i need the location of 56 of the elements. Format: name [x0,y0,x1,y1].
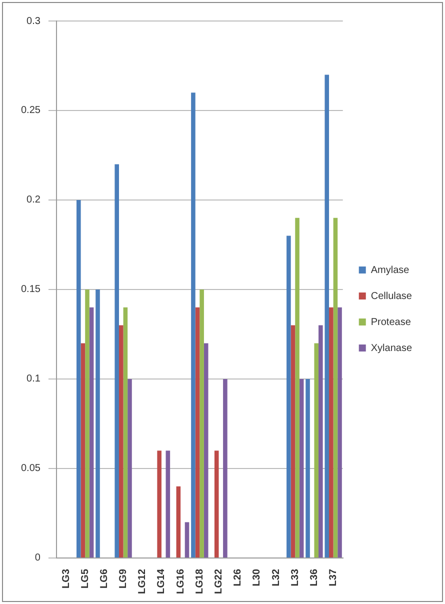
bar [76,200,81,558]
bar [324,74,330,558]
x-tick-label: L36 [308,568,320,586]
x-tick-label: LG3 [60,568,72,588]
bar [318,325,323,558]
x-tick-label: L32 [270,568,282,586]
bar [114,164,119,558]
bar [338,307,342,558]
x-tick-label: L30 [252,568,263,586]
bar [184,522,190,558]
y-tick-label: 0.1 [26,374,41,385]
bar [329,307,334,558]
bar [128,378,132,558]
bar [123,307,128,558]
x-tick-label: LG6 [98,568,110,588]
bar [214,450,219,558]
x-tick-label: LG18 [194,568,206,594]
bar [333,218,338,558]
bar [204,343,208,558]
bar [191,92,196,558]
bar [89,307,94,558]
bar [157,450,162,558]
bar [200,289,204,558]
bar [306,378,310,558]
bar [195,307,200,558]
legend-label: Amylase [370,264,410,276]
x-tick-label: LG12 [137,568,148,594]
bar [166,450,170,558]
bar [85,289,90,558]
x-tick-label: L26 [232,568,244,586]
y-tick-label: 0.25 [20,105,41,116]
x-tick-label: L37 [328,568,340,586]
bar [96,289,100,558]
bar [290,325,296,558]
bar [80,343,86,558]
bar [299,378,304,558]
y-tick-label: 0.2 [26,194,41,206]
x-tick-label: L33 [290,568,301,586]
x-tick-label: LG9 [118,568,130,588]
x-tick-label: LG22 [214,568,225,594]
x-tick-label: LG5 [80,568,91,588]
bar [286,236,291,558]
bar [223,378,228,558]
bar [314,343,319,558]
legend-label: Protease [370,316,412,328]
x-tick-label: LG14 [156,568,168,594]
bar [295,218,300,558]
y-tick-label: 0.05 [20,463,41,474]
legend-label: Xylanase [370,342,412,354]
y-tick-label: 0 [34,552,41,564]
bar [176,486,181,558]
bar [118,325,124,558]
x-tick-label: LG16 [175,568,186,594]
y-tick-label: 0.15 [20,284,41,296]
y-tick-label: 0.3 [26,16,41,27]
legend-label: Cellulase [370,290,412,302]
